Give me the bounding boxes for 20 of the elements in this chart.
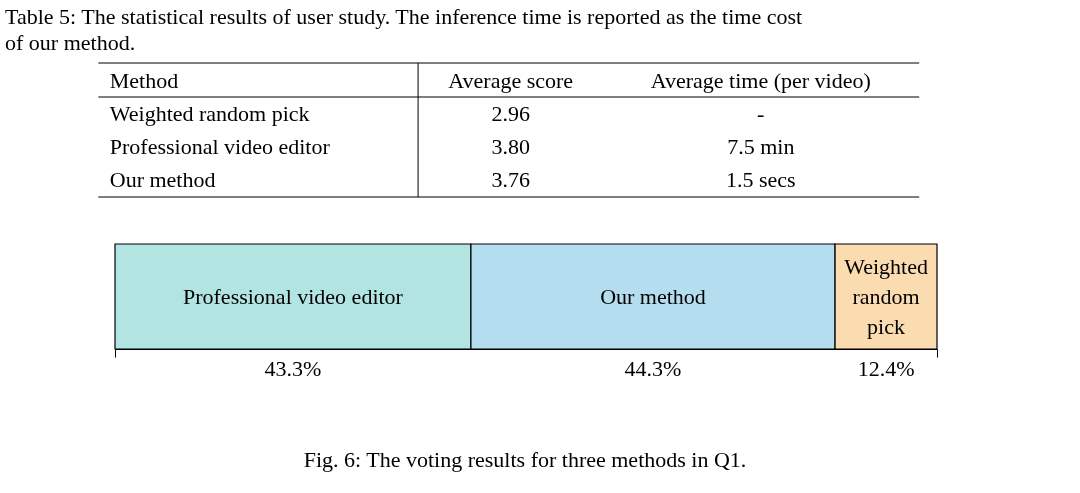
text: Our method — [109, 167, 216, 192]
data-label: 43.3% — [264, 356, 322, 381]
series-label: Professional video editor — [182, 283, 404, 309]
text: Weighted random pick — [109, 101, 310, 126]
text: Table 5: The statistical results of user study. The inference time is reported as the time cost of our method. — [5, 3, 803, 55]
text: - — [757, 101, 765, 126]
series-label: Weighted random pick — [844, 253, 928, 339]
series-label: Our method — [600, 283, 706, 309]
caption: Fig. 6: The voting results for three methods in Q1. — [303, 447, 747, 472]
text: 3.76 — [491, 167, 530, 192]
text: Professional video editor — [109, 134, 331, 159]
text: 2.96 — [491, 101, 530, 126]
text: Method — [109, 68, 179, 93]
text: Average time (per video) — [650, 68, 871, 93]
text: 7.5 min — [727, 134, 795, 159]
text: Average score — [448, 68, 574, 93]
text: 3.80 — [491, 134, 530, 159]
data-label: 12.4% — [857, 356, 915, 381]
data-label: 44.3% — [624, 356, 682, 381]
text: 1.5 secs — [725, 167, 796, 192]
